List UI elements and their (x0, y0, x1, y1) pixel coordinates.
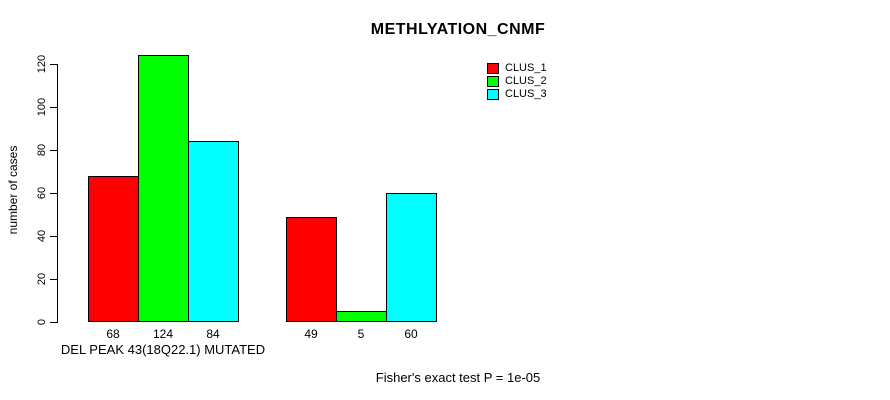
legend-item-clus-3: CLUS_3 (487, 88, 547, 101)
legend: CLUS_1 CLUS_2 CLUS_3 (487, 62, 547, 101)
bar-value-label: 60 (404, 327, 418, 341)
bar-value-label: 68 (106, 327, 120, 341)
bar-value-label: 84 (206, 327, 220, 341)
legend-swatch-clus-1 (487, 63, 499, 74)
y-axis-tick (50, 193, 57, 194)
bar-clus_1-group-2 (286, 217, 337, 322)
y-axis-tick (50, 150, 57, 151)
y-axis-tick-label: 20 (36, 272, 48, 286)
bar-clus_3-group-1 (188, 141, 239, 322)
y-axis-tick (50, 107, 57, 108)
bar-value-label: 124 (152, 327, 174, 341)
legend-item-clus-2: CLUS_2 (487, 75, 547, 88)
bar-value-label: 49 (304, 327, 318, 341)
legend-swatch-clus-3 (487, 89, 499, 100)
y-axis-tick (50, 279, 57, 280)
legend-swatch-clus-2 (487, 76, 499, 87)
y-axis-tick-label: 40 (36, 229, 48, 243)
bar-clus_1-group-1 (88, 176, 139, 322)
x-axis-group-label: DEL PEAK 43(18Q22.1) MUTATED (60, 342, 266, 357)
chart-title: METHLYATION_CNMF (370, 21, 546, 38)
y-axis-tick-label: 80 (36, 143, 48, 157)
y-axis-tick-label: 0 (36, 318, 48, 326)
legend-label-clus-1: CLUS_1 (505, 62, 547, 74)
y-axis-tick (50, 322, 57, 323)
fisher-test-annotation: Fisher's exact test P = 1e-05 (375, 370, 541, 385)
y-axis-line (57, 64, 58, 323)
y-axis-tick-label: 60 (36, 186, 48, 200)
bar-clus_3-group-2 (386, 193, 437, 322)
legend-label-clus-2: CLUS_2 (505, 75, 547, 87)
bar-clus_2-group-1 (138, 55, 189, 322)
bar-value-label: 5 (357, 327, 365, 341)
y-axis-tick (50, 64, 57, 65)
legend-item-clus-1: CLUS_1 (487, 62, 547, 75)
y-axis-label: number of cases (6, 145, 20, 235)
legend-label-clus-3: CLUS_3 (505, 88, 547, 100)
y-axis-tick (50, 236, 57, 237)
y-axis-tick-label: 120 (36, 54, 48, 74)
bar-clus_2-group-2 (336, 311, 387, 322)
y-axis-tick-label: 100 (36, 97, 48, 117)
